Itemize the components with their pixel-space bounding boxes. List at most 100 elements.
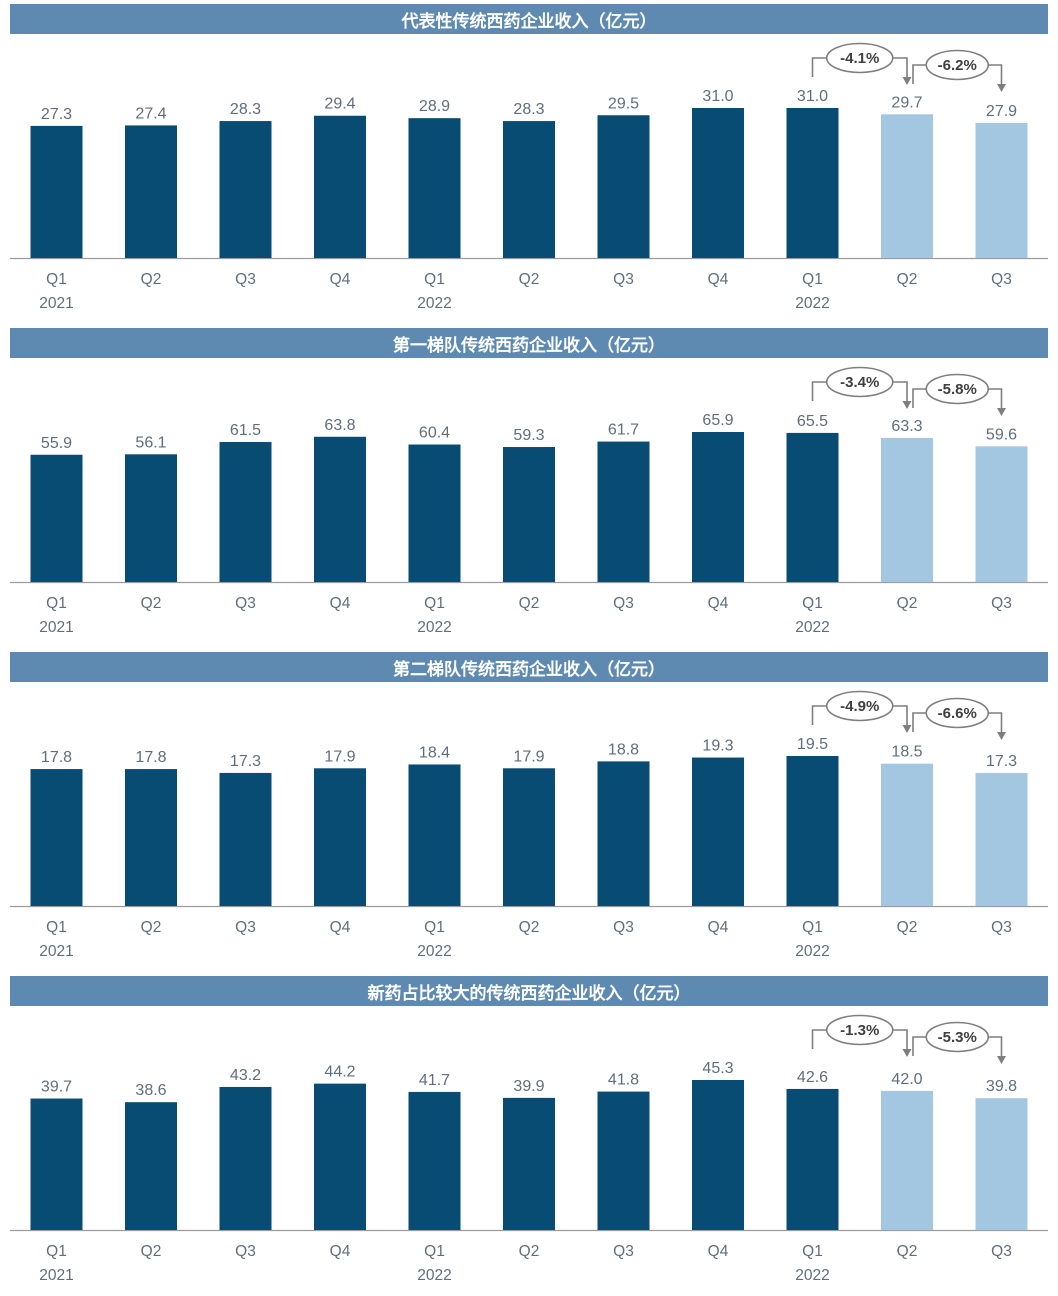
- x-axis-label: Q2: [141, 919, 162, 936]
- value-label: 59.3: [513, 427, 544, 444]
- value-label: 44.2: [324, 1064, 355, 1081]
- bar: [786, 756, 839, 906]
- annotation-percent-label: -4.9%: [840, 698, 879, 715]
- bar: [597, 441, 650, 582]
- value-label: 31.0: [702, 88, 733, 105]
- x-axis-label: Q3: [235, 919, 256, 936]
- bar-chart-plot: 27.3 27.4 28.3 29.4 28.9 28.3 29.5 31.0 31.0 29.7…: [0, 0, 1058, 324]
- annotation-ellipse: [825, 1014, 894, 1046]
- value-label: 42.6: [797, 1069, 828, 1086]
- annotation-ellipse: [825, 366, 894, 398]
- annotation-ellipse: [925, 1021, 990, 1053]
- value-label: 17.9: [513, 748, 544, 765]
- x-axis-label: Q1: [424, 271, 445, 288]
- bar: [597, 761, 650, 906]
- value-label: 18.4: [419, 744, 450, 761]
- x-axis-label: Q3: [235, 595, 256, 612]
- bar: [314, 768, 366, 906]
- arrow-down-icon: [997, 732, 1006, 740]
- x-axis-label: Q1: [46, 595, 67, 612]
- x-axis-label: Q2: [897, 595, 918, 612]
- value-label: 27.9: [986, 103, 1017, 120]
- x-axis-year-label: 2022: [795, 943, 829, 960]
- x-axis-year-label: 2021: [39, 295, 73, 312]
- x-axis-label: Q2: [519, 271, 540, 288]
- chart-title-bar: 第一梯队传统西药企业收入（亿元）: [10, 328, 1048, 358]
- value-label: 28.3: [230, 101, 261, 118]
- bar-chart-canvas: 27.3 27.4 28.3 29.4 28.9 28.3 29.5 31.0 31.0 29.7…: [10, 42, 1048, 312]
- bar: [408, 1091, 461, 1230]
- annotation-percent-label: -6.6%: [938, 705, 977, 722]
- bar: [408, 764, 461, 906]
- bar: [219, 1086, 272, 1230]
- bar: [597, 115, 650, 259]
- bar: [408, 444, 461, 582]
- bar: [125, 454, 177, 582]
- x-axis-label: Q3: [613, 1243, 634, 1260]
- value-label: 29.4: [324, 96, 355, 113]
- value-label: 28.9: [419, 98, 450, 115]
- x-axis-label: Q1: [802, 1243, 823, 1260]
- chart-title-bar: 新药占比较大的传统西药企业收入（亿元）: [10, 976, 1048, 1006]
- value-label: 18.8: [608, 741, 639, 758]
- value-label: 56.1: [135, 434, 166, 451]
- annotation-percent-label: -5.3%: [938, 1029, 977, 1046]
- arrow-down-icon: [997, 408, 1006, 416]
- chart-title: 新药占比较大的传统西药企业收入（亿元）: [367, 983, 691, 1003]
- chart-title-bar: 第二梯队传统西药企业收入（亿元）: [10, 652, 1048, 682]
- bar: [786, 1088, 839, 1230]
- value-label: 65.5: [797, 413, 828, 430]
- chart-title: 第二梯队传统西药企业收入（亿元）: [393, 659, 665, 679]
- x-axis-label: Q2: [519, 919, 540, 936]
- x-axis-label: Q1: [46, 1243, 67, 1260]
- bar: [30, 125, 83, 258]
- bar-forecast: [975, 123, 1028, 258]
- x-axis-label: Q2: [897, 919, 918, 936]
- bar: [314, 115, 366, 258]
- x-axis-label: Q4: [330, 595, 351, 612]
- value-label: 19.5: [797, 736, 828, 753]
- x-axis-year-label: 2022: [417, 619, 451, 636]
- x-axis-label: Q2: [141, 595, 162, 612]
- x-axis-year-label: 2022: [417, 943, 451, 960]
- value-label: 19.3: [702, 738, 733, 755]
- value-label: 29.7: [891, 94, 922, 111]
- chart-title: 代表性传统西药企业收入（亿元）: [401, 11, 657, 31]
- value-label: 39.8: [986, 1078, 1017, 1095]
- value-label: 63.8: [324, 417, 355, 434]
- x-axis-label: Q1: [46, 919, 67, 936]
- value-label: 39.9: [513, 1078, 544, 1095]
- value-label: 63.3: [891, 418, 922, 435]
- x-axis-label: Q4: [330, 919, 351, 936]
- value-label: 29.5: [608, 95, 639, 112]
- chart-section-representative: 代表性传统西药企业收入（亿元） 27.3 27.4 28.3 29.4 28.9 28.3…: [0, 0, 1058, 324]
- arrow-down-icon: [902, 401, 912, 409]
- value-label: 39.7: [41, 1079, 72, 1096]
- x-axis-label: Q3: [613, 271, 634, 288]
- bar: [125, 769, 177, 906]
- x-axis-label: Q4: [330, 271, 351, 288]
- bar-forecast: [881, 1090, 933, 1230]
- bar: [314, 1083, 366, 1230]
- x-axis-year-label: 2022: [795, 295, 829, 312]
- bar-chart-canvas: 39.7 38.6 43.2 44.2 41.7 39.9 41.8 45.3 42.6 42.0…: [10, 1014, 1048, 1284]
- value-label: 55.9: [41, 435, 72, 452]
- arrow-down-icon: [902, 725, 912, 733]
- value-label: 27.3: [41, 106, 72, 123]
- bar: [503, 121, 555, 258]
- x-axis-label: Q3: [991, 919, 1012, 936]
- x-axis-label: Q4: [708, 919, 729, 936]
- x-axis-year-label: 2021: [39, 943, 73, 960]
- bar: [692, 432, 744, 582]
- x-axis-label: Q3: [991, 1243, 1012, 1260]
- annotation-percent-label: -1.3%: [840, 1022, 879, 1039]
- bar: [692, 108, 744, 258]
- value-label: 65.9: [702, 412, 733, 429]
- value-label: 61.5: [230, 422, 261, 439]
- bar: [30, 1098, 83, 1230]
- value-label: 17.9: [324, 748, 355, 765]
- value-label: 31.0: [797, 88, 828, 105]
- bar: [597, 1091, 650, 1230]
- bar: [125, 1102, 177, 1230]
